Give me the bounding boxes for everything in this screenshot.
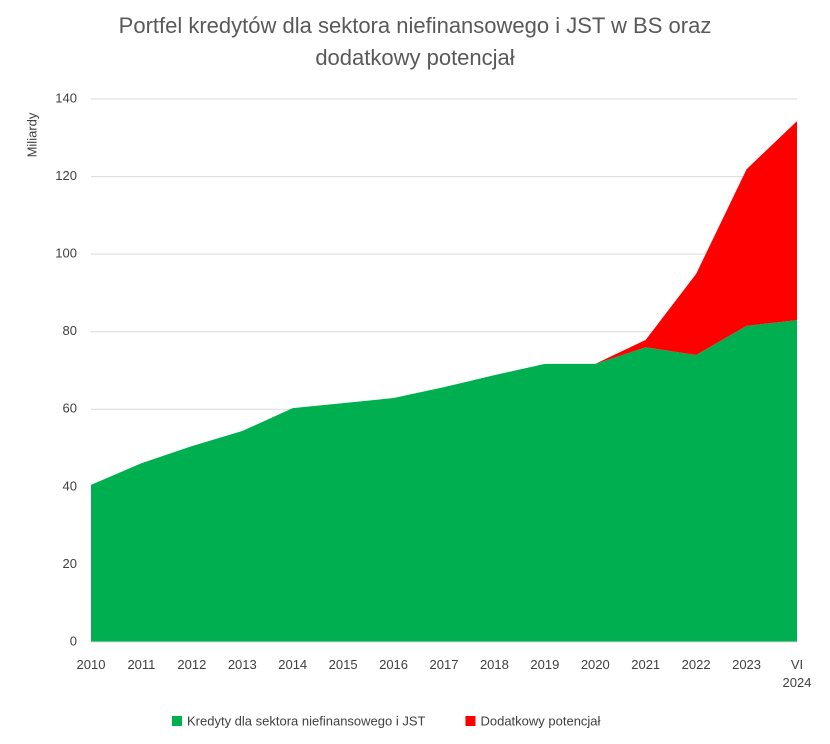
x-tick-label: 2013 [227,657,257,672]
legend-swatch [172,716,182,726]
y-tick-label: 140 [55,90,77,105]
y-tick-label: 40 [63,478,77,493]
x-tick-label: 2020 [580,657,610,672]
x-tick-label: 2021 [631,657,661,672]
area [91,320,797,642]
y-tick-label: 0 [70,633,77,648]
y-tick-label: 60 [63,401,77,416]
x-tick-label: 2018 [479,657,509,672]
x-tick-label: VI 2024 [782,657,812,690]
y-tick-label: 100 [55,246,77,261]
x-tick-label: 2022 [681,657,711,672]
chart-title: Portfel kredytów dla sektora niefinansow… [118,13,712,70]
y-tick-label: 120 [55,168,77,183]
y-tick-label: 80 [63,323,77,338]
x-tick-label: 2012 [177,657,207,672]
legend-swatch [465,716,476,726]
x-tick-label: 2016 [379,657,409,672]
x-tick-label: 2010 [76,657,106,672]
x-tick-label: 2011 [127,657,156,672]
legend-label: Kredyty dla sektora niefinansowego i JST [187,713,426,728]
x-tick-label: 2015 [328,657,358,672]
legend-label: Dodatkowy potencjał [480,713,600,728]
x-tick-label: 2019 [530,657,560,672]
y-axis-label: Miliardy [24,112,39,157]
x-tick-label: 2023 [732,657,762,672]
x-tick-label: 2017 [429,657,459,672]
y-tick-label: 20 [63,556,77,571]
x-tick-label: 2014 [278,657,308,672]
